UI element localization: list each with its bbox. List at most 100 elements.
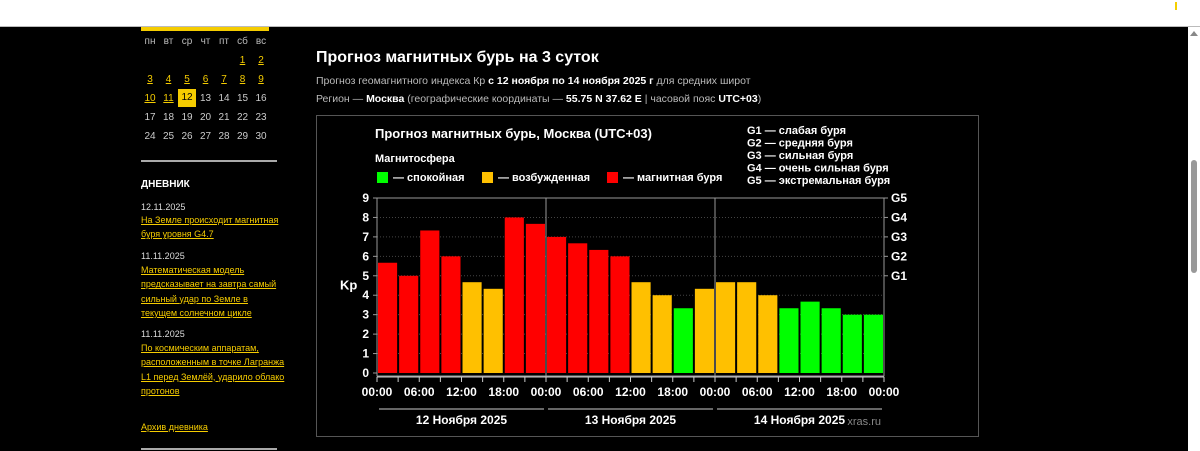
y-tick-label: 0 [362, 366, 369, 380]
calendar-day: 18 [162, 112, 175, 123]
kp-bar [420, 230, 440, 373]
calendar-day: 22 [236, 112, 249, 123]
calendar-month-header [141, 27, 269, 31]
plot-frame [376, 197, 885, 377]
kp-bar [694, 288, 714, 373]
calendar-day: 25 [162, 131, 175, 142]
calendar-day[interactable]: 2 [258, 55, 264, 66]
chart-title: Прогноз магнитных бурь, Москва (UTC+03) [375, 126, 652, 141]
x-tick-label: 06:00 [573, 385, 604, 399]
g-tick-label: G5 [891, 191, 907, 205]
diary-title: ДНЕВНИК [141, 179, 190, 190]
divider [141, 448, 277, 450]
kp-bar [673, 308, 693, 373]
calendar-day[interactable]: 12 [178, 89, 196, 107]
calendar-day: 17 [144, 112, 156, 123]
calendar-day: 27 [199, 131, 212, 142]
divider [141, 160, 277, 162]
forecast-period: Прогноз геомагнитного индекса Кр с 12 но… [316, 75, 751, 87]
legend-label: — спокойная [393, 172, 465, 184]
calendar-day: 29 [236, 131, 249, 142]
calendar-day[interactable]: 9 [258, 74, 264, 85]
calendar-day: 15 [236, 93, 249, 104]
region-info: Регион — Москва (географические координа… [316, 93, 761, 105]
calendar-day[interactable]: 6 [202, 74, 209, 85]
kp-bar [568, 243, 588, 373]
day-label: 13 Ноября 2025 [585, 413, 676, 427]
kp-bar [525, 223, 545, 373]
day-label: 14 Ноября 2025 [754, 413, 845, 427]
kp-bar [547, 236, 567, 373]
watermark: xras.ru [847, 416, 881, 428]
diary-link[interactable]: Математическая модель предсказывает на з… [141, 265, 277, 318]
kp-bar [737, 282, 757, 373]
g-tick-label: G3 [891, 230, 907, 244]
g-tick-label: G4 [891, 210, 907, 224]
y-tick-label: 5 [362, 269, 369, 283]
calendar-day: 26 [181, 131, 193, 142]
top-marker [1175, 2, 1177, 10]
period: с 12 ноября по 14 ноября 2025 г [488, 75, 654, 87]
calendar-day[interactable]: 11 [163, 93, 174, 104]
calendar-day: 23 [255, 112, 267, 123]
calendar-day[interactable]: 3 [147, 74, 153, 85]
calendar-day[interactable]: 7 [221, 74, 227, 85]
region: Москва [366, 93, 405, 105]
y-tick-label: 9 [362, 191, 369, 205]
diary-date: 11.11.2025 [141, 251, 185, 261]
kp-bar [504, 217, 524, 373]
diary-archive-link[interactable]: Архив дневника [141, 422, 208, 432]
calendar-day[interactable]: 10 [144, 93, 156, 104]
text: для средних широт [653, 75, 751, 87]
kp-bar [441, 256, 461, 373]
y-axis-label: Kp [340, 278, 357, 293]
y-tick-label: 1 [362, 347, 369, 361]
y-tick-label: 4 [362, 288, 369, 302]
day-label: 12 Ноября 2025 [416, 413, 507, 427]
text: (географические координаты — [404, 93, 566, 105]
kp-bar [462, 282, 482, 373]
calendar-day[interactable]: 1 [239, 55, 246, 66]
kp-chart: Прогноз магнитных бурь, Москва (UTC+03) М… [340, 125, 907, 428]
kp-bar [842, 314, 862, 373]
kp-bar [821, 308, 841, 373]
calendar-weekday: вс [255, 36, 267, 47]
calendar-weekday: сб [237, 36, 248, 47]
legend-swatch [482, 172, 493, 183]
calendar-day: 14 [218, 93, 230, 104]
legend-swatch [377, 172, 388, 183]
browser-top-strip [0, 0, 1200, 27]
calendar-weekday: чт [200, 36, 211, 47]
calendar-day: 16 [255, 93, 267, 104]
g-legend-item: G5 — экстремальная буря [747, 175, 890, 187]
kp-bar [589, 249, 609, 373]
calendar-day[interactable]: 5 [184, 74, 190, 85]
kp-bar [483, 288, 503, 373]
scrollbar-thumb[interactable] [1191, 160, 1197, 273]
scrollbar[interactable] [1188, 27, 1200, 451]
calendar-day: 30 [255, 131, 267, 142]
calendar-day: 24 [144, 131, 156, 142]
x-tick-label: 00:00 [700, 385, 731, 399]
kp-bar [399, 275, 419, 373]
calendar-day: 13 [199, 93, 212, 104]
y-tick-label: 6 [362, 249, 369, 263]
scroll-up-icon[interactable] [1190, 31, 1198, 36]
x-tick-label: 12:00 [615, 385, 646, 399]
x-tick-label: 06:00 [404, 385, 435, 399]
kp-bar [758, 295, 778, 373]
legend-swatch [607, 172, 618, 183]
page-content: пн вт ср чт пт сб вс 1 2 3 4 5 6 7 8 9 10 11 12 13 14 15 16 17 1… [0, 27, 1188, 451]
page-title: Прогноз магнитных бурь на 3 суток [316, 49, 599, 66]
diary-link[interactable]: На Земле происходит магнитная буря уровн… [141, 215, 279, 240]
calendar-day: 20 [199, 112, 212, 123]
kp-bar [652, 295, 672, 373]
x-tick-label: 00:00 [531, 385, 562, 399]
calendar-day[interactable]: 4 [165, 74, 172, 85]
text: ) [757, 93, 762, 105]
x-tick-label: 00:00 [362, 385, 393, 399]
x-tick-label: 18:00 [826, 385, 857, 399]
calendar-day[interactable]: 8 [239, 74, 246, 85]
diary-link[interactable]: По космическим аппаратам, расположенным … [141, 343, 285, 396]
text: Регион — [316, 93, 367, 105]
